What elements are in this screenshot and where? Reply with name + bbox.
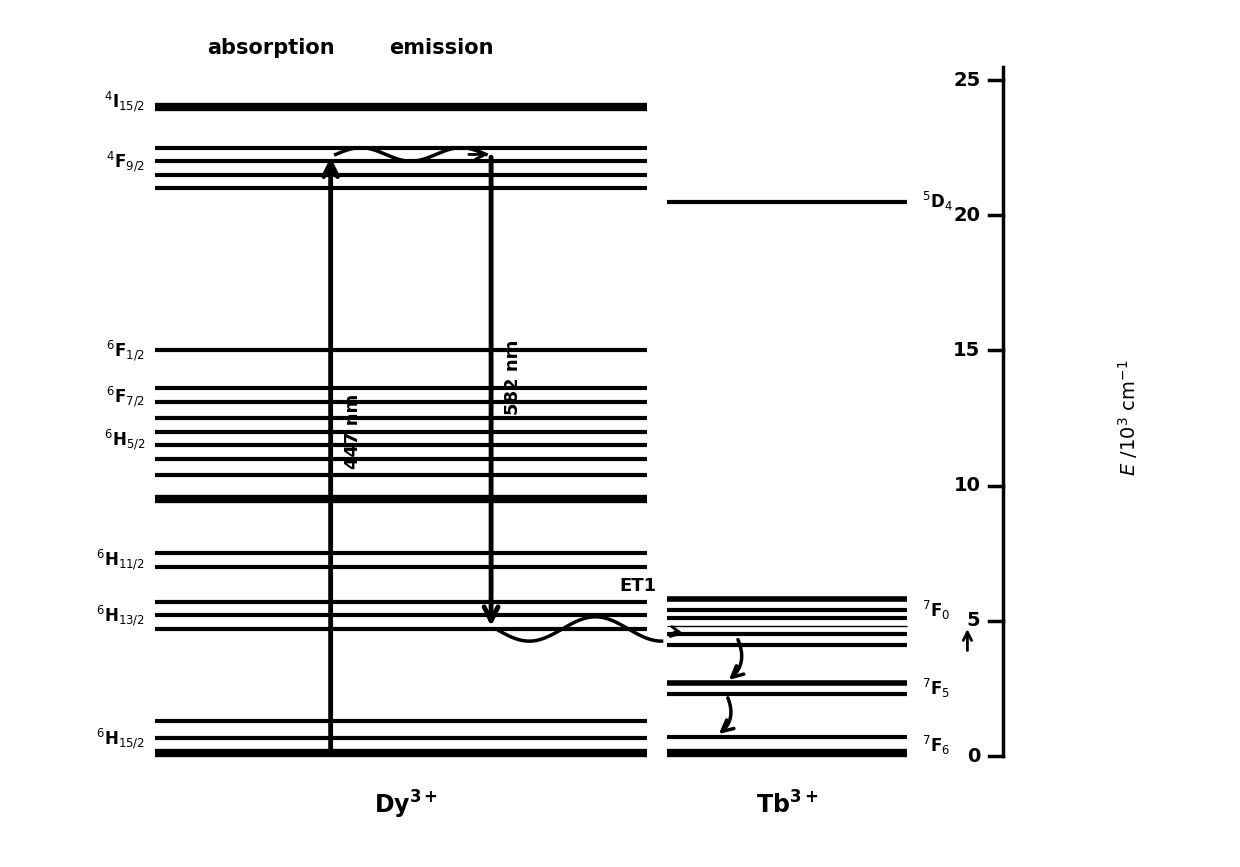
Text: $^7$F$_6$: $^7$F$_6$ — [923, 733, 951, 757]
Text: $\mathbf{Dy^{3+}}$: $\mathbf{Dy^{3+}}$ — [373, 789, 438, 821]
Text: emission: emission — [388, 37, 494, 57]
Text: $^7$F$_0$: $^7$F$_0$ — [923, 598, 951, 622]
Text: $^6$H$_{13/2}$: $^6$H$_{13/2}$ — [97, 603, 145, 628]
Text: 20: 20 — [954, 205, 981, 225]
Text: $E\ /10^3\ \mathrm{cm}^{-1}$: $E\ /10^3\ \mathrm{cm}^{-1}$ — [1116, 360, 1140, 476]
Text: $^6$H$_{15/2}$: $^6$H$_{15/2}$ — [97, 727, 145, 751]
Text: $^6$F$_{7/2}$: $^6$F$_{7/2}$ — [107, 384, 145, 408]
Text: 10: 10 — [954, 476, 981, 495]
Text: 582 nm: 582 nm — [505, 340, 522, 415]
FancyArrowPatch shape — [722, 698, 734, 732]
FancyArrowPatch shape — [732, 640, 744, 677]
Text: 0: 0 — [967, 746, 981, 766]
Text: $^6$H$_{11/2}$: $^6$H$_{11/2}$ — [97, 548, 145, 572]
Text: 447 nm: 447 nm — [343, 394, 362, 469]
Text: $\mathbf{Tb^{3+}}$: $\mathbf{Tb^{3+}}$ — [756, 791, 818, 818]
Text: 15: 15 — [954, 341, 981, 360]
Text: $^6$H$_{5/2}$: $^6$H$_{5/2}$ — [104, 427, 145, 452]
Text: ET1: ET1 — [620, 577, 656, 595]
Text: 25: 25 — [954, 70, 981, 89]
Text: $^5$D$_4$: $^5$D$_4$ — [923, 190, 954, 213]
Text: absorption: absorption — [207, 37, 335, 57]
Text: $^4$I$_{15/2}$: $^4$I$_{15/2}$ — [104, 89, 145, 114]
Text: $^6$F$_{1/2}$: $^6$F$_{1/2}$ — [107, 338, 145, 362]
Text: $^4$F$_{9/2}$: $^4$F$_{9/2}$ — [107, 149, 145, 173]
Text: $^7$F$_5$: $^7$F$_5$ — [923, 677, 950, 700]
Text: 5: 5 — [967, 611, 981, 630]
